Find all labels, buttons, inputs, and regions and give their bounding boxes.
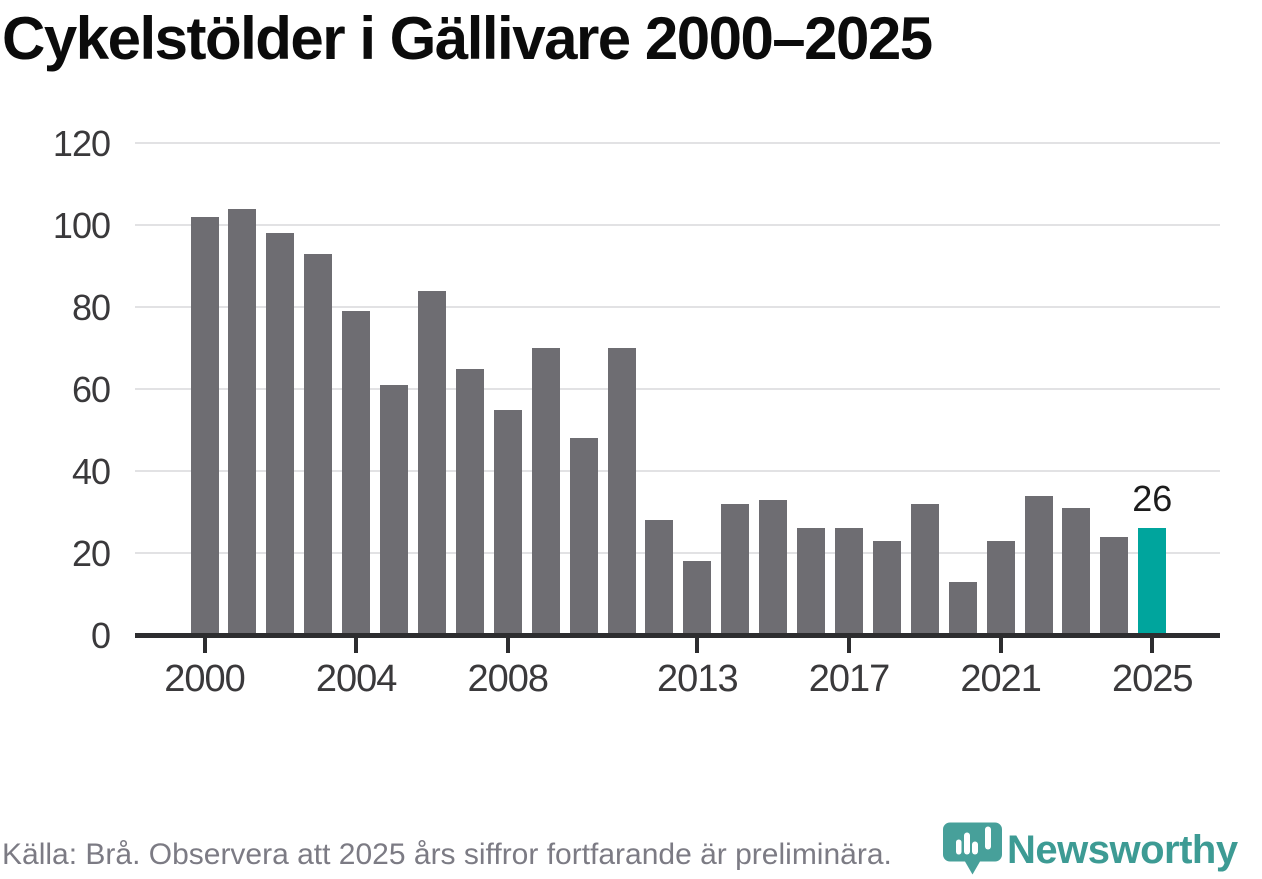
bar-2025 (1138, 528, 1167, 635)
x-axis-label-2000: 2000 (164, 658, 246, 700)
bar-2017 (834, 528, 863, 635)
bar-2001 (228, 208, 257, 635)
x-axis-label-2008: 2008 (467, 658, 549, 700)
chart-title: Cykelstölder i Gällivare 2000–2025 (2, 5, 933, 72)
y-axis-label-80: 80 (71, 287, 111, 328)
equalizer-bar-2 (964, 832, 970, 855)
newsworthy-pin-icon (943, 822, 1002, 875)
equalizer-bar-4 (985, 826, 991, 850)
y-axis-label-120: 120 (52, 123, 111, 164)
bar-2005 (380, 384, 409, 635)
x-axis-tick-2025 (1150, 638, 1155, 653)
gridline-40 (135, 470, 1220, 472)
x-axis-tick-2021 (998, 638, 1003, 653)
x-axis-label-2025: 2025 (1111, 658, 1194, 700)
bar-2007 (455, 368, 484, 635)
x-axis-tick-2000 (202, 638, 207, 653)
y-axis-label-40: 40 (71, 451, 111, 492)
bar-2021 (986, 540, 1015, 635)
x-axis-label-2017: 2017 (808, 658, 891, 700)
x-axis-label-2021: 2021 (960, 658, 1042, 700)
bar-2019 (910, 503, 939, 635)
bar-2016 (797, 528, 826, 635)
bar-2014 (721, 503, 750, 635)
bar-2003 (304, 253, 333, 635)
x-axis-tick-2004 (354, 638, 359, 653)
bar-2018 (872, 540, 901, 635)
x-axis-label-2004: 2004 (315, 658, 398, 700)
equalizer-bar-1 (956, 839, 962, 855)
bar-2004 (342, 311, 371, 635)
bar-2006 (417, 290, 446, 635)
bar-2000 (190, 216, 219, 635)
gridline-20 (135, 552, 1220, 554)
x-axis-tick-2017 (846, 638, 851, 653)
gridline-100 (135, 224, 1220, 226)
brand-name: Newsworthy (1007, 828, 1238, 872)
bar-2024 (1100, 536, 1129, 635)
y-axis-label-0: 0 (90, 615, 111, 656)
gridline-120 (135, 142, 1220, 144)
x-axis-label-2013: 2013 (657, 658, 739, 700)
bar-value-label: 26 (1132, 478, 1173, 520)
y-axis-label-20: 20 (71, 533, 111, 574)
y-axis-label-100: 100 (52, 205, 111, 246)
gridline-80 (135, 306, 1220, 308)
source-note: Källa: Brå. Observera att 2025 års siffr… (2, 838, 892, 871)
equalizer-bar-3 (972, 841, 978, 855)
bar-2009 (531, 348, 560, 635)
bar-2008 (493, 409, 522, 635)
gridline-60 (135, 388, 1220, 390)
bar-2010 (569, 438, 598, 635)
x-axis-tick-2013 (695, 638, 700, 653)
y-axis-label-60: 60 (71, 369, 111, 410)
bar-2013 (683, 561, 712, 635)
bar-2020 (948, 581, 977, 635)
bar-2012 (645, 520, 674, 635)
bar-2002 (266, 233, 295, 635)
x-axis-tick-2008 (505, 638, 510, 653)
bar-2011 (607, 348, 636, 635)
bar-2023 (1062, 507, 1091, 635)
bar-2015 (759, 499, 788, 635)
bar-2022 (1024, 495, 1053, 635)
x-axis-line (135, 633, 1220, 638)
